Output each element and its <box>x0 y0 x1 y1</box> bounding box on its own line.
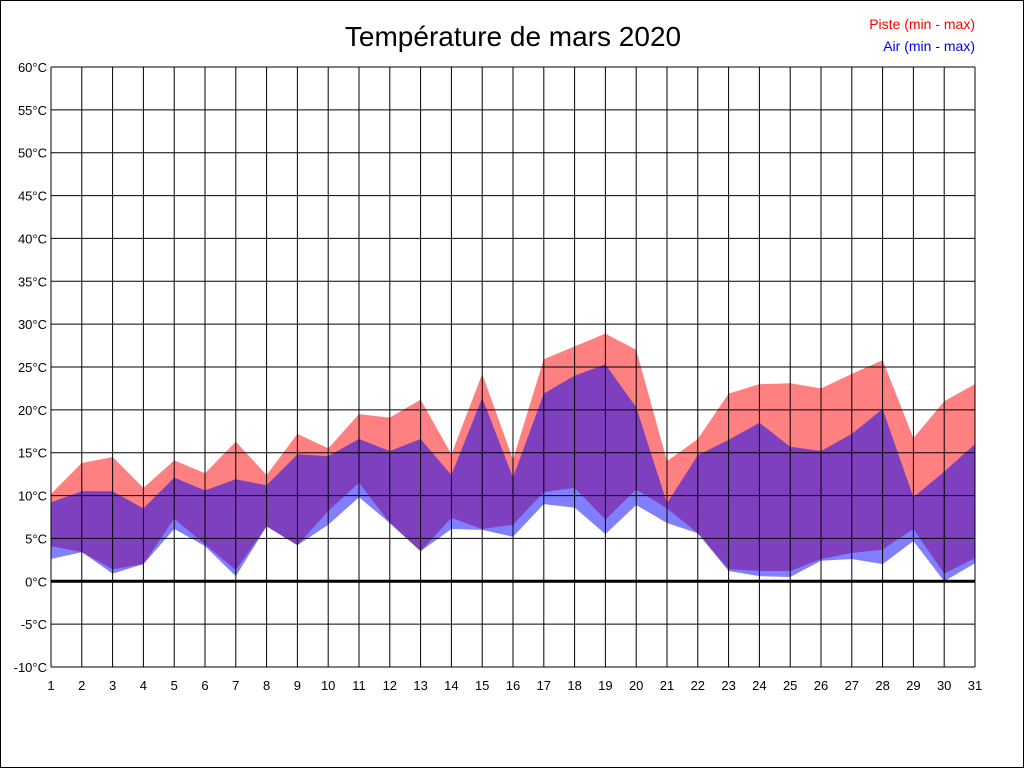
x-tick-label: 21 <box>660 678 674 693</box>
x-tick-label: 19 <box>598 678 612 693</box>
y-tick-label: 50°C <box>18 146 47 161</box>
x-tick-label: 11 <box>352 678 366 693</box>
x-tick-label: 13 <box>413 678 427 693</box>
x-tick-label: 16 <box>506 678 520 693</box>
x-tick-label: 8 <box>263 678 270 693</box>
x-tick-label: 14 <box>444 678 458 693</box>
x-tick-label: 9 <box>294 678 301 693</box>
y-tick-label: -5°C <box>21 617 47 632</box>
x-tick-label: 29 <box>906 678 920 693</box>
legend-air: Air (min - max) <box>883 38 975 54</box>
x-tick-label: 25 <box>783 678 797 693</box>
x-tick-label: 5 <box>171 678 178 693</box>
y-tick-label: 55°C <box>18 103 47 118</box>
x-tick-label: 1 <box>47 678 54 693</box>
x-tick-label: 17 <box>537 678 551 693</box>
x-tick-label: 18 <box>567 678 581 693</box>
y-tick-label: 15°C <box>18 446 47 461</box>
y-tick-label: 5°C <box>25 531 47 546</box>
area-air <box>51 364 975 582</box>
x-tick-label: 20 <box>629 678 643 693</box>
x-tick-label: 4 <box>140 678 147 693</box>
x-tick-label: 22 <box>691 678 705 693</box>
x-tick-label: 31 <box>968 678 982 693</box>
x-tick-label: 24 <box>752 678 766 693</box>
y-tick-label: 0°C <box>25 574 47 589</box>
x-tick-label: 27 <box>845 678 859 693</box>
chart-title: Température de mars 2020 <box>345 21 681 52</box>
x-tick-label: 12 <box>383 678 397 693</box>
y-tick-label: 10°C <box>18 489 47 504</box>
y-tick-label: 60°C <box>18 60 47 75</box>
x-tick-label: 7 <box>232 678 239 693</box>
x-tick-label: 23 <box>721 678 735 693</box>
x-tick-label: 2 <box>78 678 85 693</box>
x-tick-label: 30 <box>937 678 951 693</box>
x-tick-label: 6 <box>201 678 208 693</box>
y-tick-label: 25°C <box>18 360 47 375</box>
x-tick-label: 26 <box>814 678 828 693</box>
x-tick-label: 3 <box>109 678 116 693</box>
y-tick-label: 20°C <box>18 403 47 418</box>
x-tick-label: 28 <box>875 678 889 693</box>
y-tick-label: -10°C <box>14 660 47 675</box>
y-tick-label: 45°C <box>18 189 47 204</box>
y-tick-label: 30°C <box>18 317 47 332</box>
x-tick-label: 15 <box>475 678 489 693</box>
x-tick-label: 10 <box>321 678 335 693</box>
y-tick-label: 35°C <box>18 274 47 289</box>
y-tick-label: 40°C <box>18 231 47 246</box>
legend-piste: Piste (min - max) <box>869 16 975 32</box>
